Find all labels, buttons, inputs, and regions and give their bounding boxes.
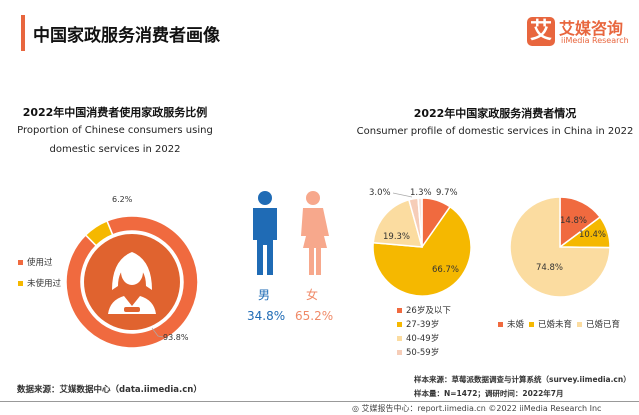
- logo-text-en: iiMedia Research: [561, 36, 629, 45]
- legend-label: 27-39岁: [406, 320, 440, 330]
- legend-label: 已婚未育: [538, 320, 573, 330]
- marital-label-2: 10.4%: [579, 230, 607, 240]
- right-chart-title: 2022年中国家政服务消费者情况: [413, 107, 577, 120]
- legend-label: 未使用过: [27, 279, 62, 289]
- leader-line: [151, 327, 164, 338]
- left-chart-subtitle-2: domestic services in 2022: [49, 144, 181, 155]
- age-pie-slice-3: [372, 198, 424, 248]
- male-figure-icon: [253, 208, 277, 275]
- marital-label-1: 14.8%: [560, 216, 588, 226]
- legend-swatch: [529, 322, 534, 327]
- age-label-3: 19.3%: [383, 232, 411, 242]
- page-title: 中国家政服务消费者画像: [33, 26, 220, 46]
- legend-label: 已婚已育: [586, 320, 621, 330]
- age-label-4: 3.0%: [369, 188, 391, 198]
- left-chart-subtitle-1: Proportion of Chinese consumers using: [17, 125, 213, 136]
- logo-text-cn: 艾媒咨询: [559, 19, 624, 38]
- male-head: [258, 191, 272, 205]
- legend-label: 50-59岁: [406, 348, 440, 358]
- footer-divider: [0, 401, 639, 402]
- marital-legend-1: 未婚: [498, 318, 524, 330]
- legend-not-used: 未使用过: [18, 277, 61, 289]
- male-value: 34.8%: [247, 309, 286, 323]
- title-accent-bar: [21, 15, 25, 51]
- woman-avatar-icon: [108, 252, 156, 314]
- age-label-5: 1.3%: [410, 188, 432, 198]
- sample-source-note: 样本来源：草莓派数据调查与计算系统（survey.iimedia.cn）: [414, 375, 631, 384]
- age-pie-slice-2: [372, 205, 472, 297]
- label-used: 93.8%: [163, 333, 189, 342]
- legend-label: 使用过: [27, 258, 53, 268]
- left-chart-title: 2022年中国消费者使用家政服务比例: [22, 106, 208, 119]
- usage-donut-slice-1: [65, 215, 199, 349]
- legend-swatch: [577, 322, 582, 327]
- marital-pie-slice-3: [509, 196, 611, 298]
- age-legend-2: 27-39岁: [397, 318, 439, 330]
- legend-swatch: [18, 260, 23, 265]
- sample-size-note: 样本量：N=1472；调研时间：2022年7月: [414, 389, 564, 398]
- leader-line: [392, 192, 413, 198]
- legend-label: 40-49岁: [406, 334, 440, 344]
- female-label: 女: [306, 288, 319, 302]
- right-chart-subtitle: Consumer profile of domestic services in…: [356, 126, 634, 137]
- legend-swatch: [18, 281, 23, 286]
- legend-swatch: [397, 350, 402, 355]
- age-pie-slice-5: [417, 197, 423, 248]
- legend-label: 26岁及以下: [406, 306, 451, 316]
- age-label-1: 9.7%: [436, 188, 458, 198]
- marital-legend-2: 已婚未育: [529, 318, 572, 330]
- female-head: [306, 191, 320, 205]
- report-icon: ◎: [352, 404, 362, 413]
- footer-label: 艾媒报告中心：report.iimedia.cn ©2022 iiMedia R…: [361, 404, 602, 413]
- usage-donut-slice-2: [84, 219, 114, 247]
- age-legend-1: 26岁及以下: [397, 304, 451, 316]
- legend-swatch: [397, 322, 402, 327]
- age-legend-3: 40-49岁: [397, 332, 439, 344]
- legend-swatch: [397, 308, 402, 313]
- legend-used: 使用过: [18, 256, 53, 268]
- legend-swatch: [397, 336, 402, 341]
- marital-label-3: 74.8%: [536, 263, 564, 273]
- footer-text: ◎ 艾媒报告中心：report.iimedia.cn ©2022 iiMedia…: [352, 403, 601, 414]
- age-label-2: 66.7%: [432, 265, 460, 275]
- female-figure-icon: [301, 208, 329, 275]
- marital-legend-3: 已婚已育: [577, 318, 620, 330]
- legend-label: 未婚: [507, 320, 525, 330]
- logo-mark: 艾: [527, 17, 555, 46]
- legend-swatch: [498, 322, 503, 327]
- male-label: 男: [258, 288, 271, 302]
- age-legend-4: 50-59岁: [397, 346, 439, 358]
- data-source-note: 数据来源：艾媒数据中心（data.iimedia.cn）: [17, 385, 202, 395]
- label-not-used: 6.2%: [112, 195, 133, 204]
- female-value: 65.2%: [295, 309, 334, 323]
